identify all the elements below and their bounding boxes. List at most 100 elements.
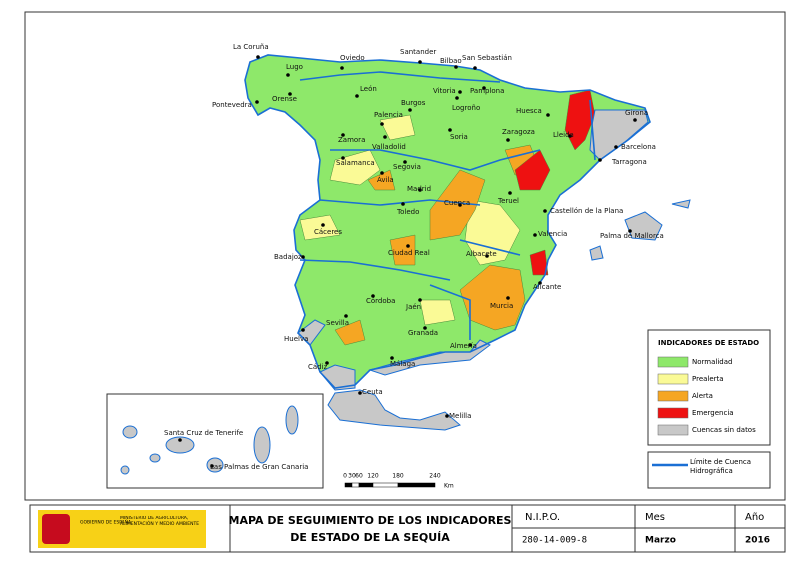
city-dot [468,343,472,347]
city-label: Castellón de la Plana [550,207,623,215]
city-dot [255,100,259,104]
city-dot [325,361,329,365]
footer-title: DE ESTADO DE LA SEQUÍA [290,531,450,544]
city-dot [418,188,422,192]
city-dot [344,314,348,318]
city-label: Pontevedra [212,101,252,109]
city-dot [341,133,345,137]
boundary-legend-box [647,451,771,489]
city-label: Santa Cruz de Tenerife [164,429,243,437]
city-dot [288,92,292,96]
city-label: Granada [408,329,438,337]
city-label: Ávila [377,175,394,184]
city-label: Alicante [533,283,561,291]
city-label: Salamanca [336,159,375,167]
region [671,199,691,209]
legend-swatch [657,373,689,385]
city-dot [301,255,305,259]
logo-left: GOBIERNO DE ESPAÑA [80,519,132,526]
region [419,299,456,326]
city-label: Melilla [449,412,471,420]
region [327,389,461,431]
scale-label: 0 [343,473,347,480]
city-dot [341,156,345,160]
region [285,405,299,435]
scale-label: 240 [429,473,441,480]
city-dot [383,135,387,139]
city-dot [406,244,410,248]
logo-right: MINISTERIO DE AGRICULTURA, ALIMENTACIÓN … [120,516,200,527]
legend-items: Normalidad Prealerta Alerta Emergencia Cuenc… [657,356,756,436]
city-dot [598,158,602,162]
region [253,426,271,464]
city-label: Málaga [390,360,415,368]
legend-swatch [657,407,689,419]
city-label: León [360,85,377,93]
footer: GOBIERNO DE ESPAÑA MINISTERIO DE AGRICUL… [29,504,786,553]
city-label: Valencia [538,230,567,238]
city-label: La Coruña [233,43,269,51]
cities: La Coruña Lugo Oviedo Santander Bilbao San Se… [164,43,664,471]
scale-segment [372,482,399,488]
city-dot [418,298,422,302]
month: Marzo [645,536,676,546]
city-dot [506,138,510,142]
city-label: Barcelona [621,143,656,151]
boundary-label-box: Límite de Cuenca Hidrográfica [690,458,751,475]
region [389,234,416,266]
city-dot [458,203,462,207]
city-label: Segovia [393,163,421,171]
legend-label: Cuencas sin datos [692,426,756,434]
region [589,245,604,261]
city-dot [543,209,547,213]
footer-title: MAPA DE SEGUIMIENTO DE LOS INDICADORES [229,514,512,527]
nipo-label: N.I.P.O. [525,512,560,523]
city-label: Valladolid [372,143,406,151]
city-label: Cádiz [308,363,328,371]
city-dot [371,294,375,298]
city-label: Ceuta [362,388,383,396]
city-label: Cáceres [314,228,342,236]
city-label: Teruel [497,197,519,205]
region [165,436,195,454]
city-dot [568,134,572,138]
city-dot [458,90,462,94]
city-label: Pamplona [470,87,504,95]
no-data-areas [120,109,691,475]
month-label: Mes [645,512,665,523]
city-label: Huesca [516,107,542,115]
legend-label: Normalidad [692,358,732,366]
city-dot [482,86,486,90]
city-label: Las Palmas de Gran Canaria [210,463,308,471]
legend-label: Alerta [692,392,713,400]
region [299,214,341,241]
city-label: Badajoz [274,253,302,261]
city-label: Zaragoza [502,128,535,136]
basin-boundaries [299,71,596,340]
city-dot [454,65,458,69]
city-dot [448,128,452,132]
city-dot [508,191,512,195]
city-label: Tarragona [611,158,647,166]
region [464,199,521,266]
scale-label: 30 [348,473,356,480]
city-label: Vitoria [433,87,456,95]
city-dot [178,438,182,442]
city-dot [256,55,260,59]
legend-swatch [657,390,689,402]
emergency-areas [514,89,596,276]
region [206,457,224,473]
city-dot [485,254,489,258]
city-label: Girona [625,109,648,117]
city-label: Albacete [466,250,497,258]
city-label: Logroño [452,104,480,112]
city-dot [633,118,637,122]
city-dot [358,391,362,395]
scale-label: 180 [392,473,404,480]
city-dot [210,464,214,468]
city-dot [403,160,407,164]
city-label: Lleida [553,131,574,139]
region [122,425,138,439]
city-dot [628,229,632,233]
